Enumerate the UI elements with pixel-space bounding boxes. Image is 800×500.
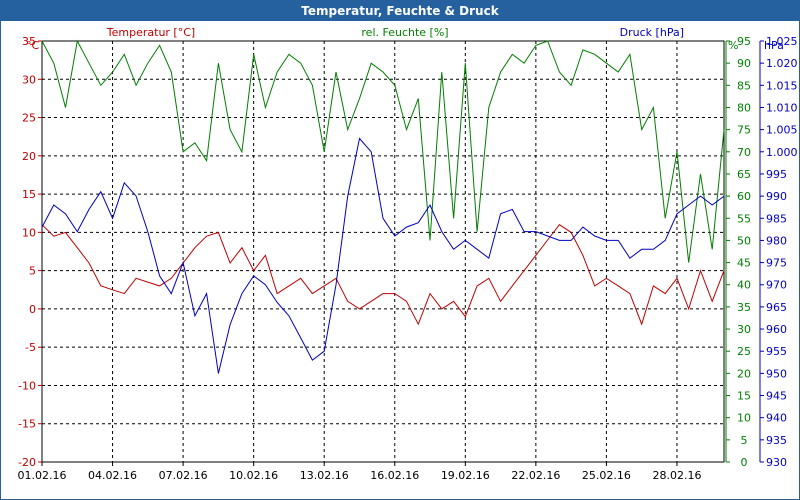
temperature-tick-label: -20 bbox=[18, 456, 36, 469]
pressure-tick-label: 1.010 bbox=[766, 101, 798, 114]
series-line-pressure bbox=[41, 137, 725, 374]
humidity-tick-label: 10 bbox=[737, 412, 751, 425]
date-tick-label: 07.02.16 bbox=[159, 469, 208, 482]
date-tick-label: 13.02.16 bbox=[300, 469, 349, 482]
temperature-tick-label: 15 bbox=[22, 188, 36, 201]
temperature-tick-label: 30 bbox=[22, 73, 36, 86]
temperature-tick-label: 0 bbox=[29, 303, 36, 316]
pressure-tick-label: 970 bbox=[766, 279, 787, 292]
window-title: Temperatur, Feuchte & Druck bbox=[1, 1, 799, 21]
humidity-tick-label: 30 bbox=[737, 323, 751, 336]
humidity-unit-label: % bbox=[728, 39, 738, 52]
temperature-unit-label: °C bbox=[26, 39, 40, 52]
humidity-tick-label: 5 bbox=[741, 434, 748, 447]
temperature-tick-label: 5 bbox=[29, 265, 36, 278]
humidity-tick-label: 55 bbox=[737, 212, 751, 225]
humidity-tick-label: 35 bbox=[737, 301, 751, 314]
humidity-tick-label: 95 bbox=[737, 35, 751, 48]
humidity-tick-label: 85 bbox=[737, 79, 751, 92]
temperature-tick-label: -15 bbox=[18, 418, 36, 431]
humidity-tick-label: 80 bbox=[737, 101, 751, 114]
temperature-tick-label: 35 bbox=[22, 35, 36, 48]
humidity-tick-label: 50 bbox=[737, 234, 751, 247]
pressure-tick-label: 980 bbox=[766, 234, 787, 247]
temperature-tick-label: -10 bbox=[18, 379, 36, 392]
date-tick-label: 19.02.16 bbox=[441, 469, 490, 482]
pressure-tick-label: 935 bbox=[766, 434, 787, 447]
humidity-tick-label: 40 bbox=[737, 279, 751, 292]
date-tick-label: 22.02.16 bbox=[511, 469, 560, 482]
pressure-tick-label: 990 bbox=[766, 190, 787, 203]
legend-label-temperature: Temperatur [°C] bbox=[106, 26, 195, 39]
humidity-tick-label: 15 bbox=[737, 390, 751, 403]
pressure-tick-label: 940 bbox=[766, 412, 787, 425]
pressure-tick-label: 975 bbox=[766, 257, 787, 270]
humidity-tick-label: 60 bbox=[737, 190, 751, 203]
date-tick-label: 04.02.16 bbox=[88, 469, 137, 482]
pressure-tick-label: 930 bbox=[766, 456, 787, 469]
pressure-tick-label: 1.020 bbox=[766, 57, 798, 70]
date-tick-label: 01.02.16 bbox=[18, 469, 67, 482]
humidity-tick-label: 25 bbox=[737, 345, 751, 358]
date-tick-label: 25.02.16 bbox=[582, 469, 631, 482]
pressure-tick-label: 1.025 bbox=[766, 35, 798, 48]
humidity-tick-label: 0 bbox=[741, 456, 748, 469]
pressure-tick-label: 950 bbox=[766, 367, 787, 380]
humidity-tick-label: 75 bbox=[737, 124, 751, 137]
legend-label-pressure: Druck [hPa] bbox=[620, 26, 684, 39]
pressure-tick-label: 1.000 bbox=[766, 146, 798, 159]
pressure-tick-label: 945 bbox=[766, 390, 787, 403]
pressure-tick-label: 965 bbox=[766, 301, 787, 314]
plot-area bbox=[41, 40, 725, 463]
series-line-humidity bbox=[41, 39, 725, 263]
humidity-tick-label: 20 bbox=[737, 367, 751, 380]
temperature-tick-label: -5 bbox=[25, 341, 36, 354]
date-tick-label: 28.02.16 bbox=[652, 469, 701, 482]
pressure-tick-label: 995 bbox=[766, 168, 787, 181]
pressure-tick-label: 1.005 bbox=[766, 124, 798, 137]
pressure-tick-label: 1.015 bbox=[766, 79, 798, 92]
humidity-tick-label: 45 bbox=[737, 257, 751, 270]
pressure-tick-label: 985 bbox=[766, 212, 787, 225]
date-tick-label: 16.02.16 bbox=[370, 469, 419, 482]
pressure-tick-label: 955 bbox=[766, 345, 787, 358]
series-line-temperature bbox=[41, 224, 725, 326]
pressure-unit-label: hPa bbox=[764, 39, 784, 52]
temperature-tick-label: 20 bbox=[22, 150, 36, 163]
temperature-tick-label: 10 bbox=[22, 226, 36, 239]
humidity-tick-label: 90 bbox=[737, 57, 751, 70]
legend-label-humidity: rel. Feuchte [%] bbox=[361, 26, 448, 39]
humidity-tick-label: 65 bbox=[737, 168, 751, 181]
pressure-tick-label: 960 bbox=[766, 323, 787, 336]
date-tick-label: 10.02.16 bbox=[229, 469, 278, 482]
temperature-tick-label: 25 bbox=[22, 112, 36, 125]
humidity-tick-label: 70 bbox=[737, 146, 751, 159]
